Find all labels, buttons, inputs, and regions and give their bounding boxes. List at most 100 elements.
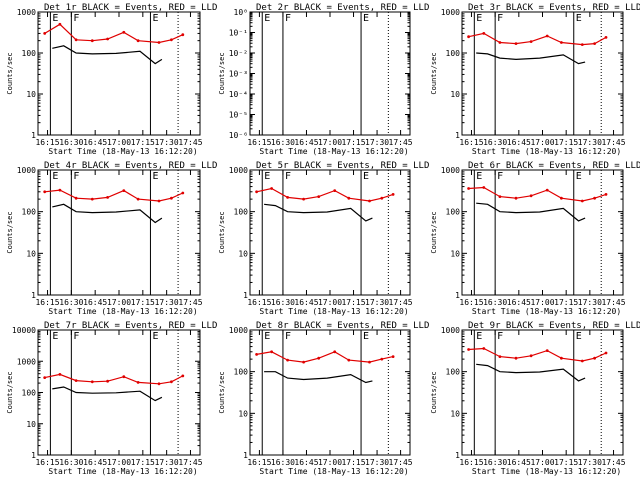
- x-tick-label: 16:15: [247, 138, 271, 147]
- x-tick-label: 16:30: [59, 138, 83, 147]
- lld-series-point: [580, 359, 584, 363]
- y-tick-label: 1000: [17, 166, 36, 175]
- x-tick-label: 16:15: [459, 138, 483, 147]
- x-axis-title: Start Time (18-May-13 16:12:20): [259, 147, 408, 156]
- x-tick-label: 17:30: [365, 458, 389, 467]
- lld-series: [44, 23, 184, 44]
- x-tick-label: 17:15: [341, 458, 365, 467]
- lld-series-point: [529, 354, 533, 358]
- y-tick-label: 10: [450, 249, 460, 258]
- event-marker-label: F: [497, 331, 503, 342]
- lld-series-point: [317, 195, 321, 199]
- x-tick-label: 17:30: [365, 298, 389, 307]
- event-marker-label: E: [363, 331, 369, 342]
- y-axis-title: Counts/sec: [430, 52, 438, 94]
- y-tick-label: 10⁻⁶: [229, 131, 248, 140]
- event-marker-label: E: [152, 13, 158, 24]
- y-tick-label: 1: [455, 451, 460, 460]
- detector-panel-3: Det 3r BLACK = Events, RED = LLD 1 10 100 10…: [430, 3, 640, 156]
- x-tick-label: 17:45: [178, 458, 202, 467]
- lld-series-point: [122, 189, 126, 193]
- lld-series-point: [255, 353, 258, 356]
- x-tick-label: 16:15: [247, 298, 271, 307]
- x-axis-title: Start Time (18-May-13 16:12:20): [472, 467, 621, 476]
- y-axis-title: Counts/sec: [6, 371, 14, 413]
- lld-series-point: [106, 37, 109, 41]
- x-tick-label: 16:15: [35, 298, 59, 307]
- lld-series-point: [529, 194, 533, 198]
- lld-series-point: [106, 379, 109, 383]
- x-tick-label: 16:15: [459, 298, 483, 307]
- y-axis-title: Counts/sec: [430, 211, 438, 253]
- y-tick-label: 1: [455, 291, 460, 300]
- lld-series-point: [498, 41, 502, 44]
- x-tick-label: 16:15: [35, 138, 59, 147]
- lld-series-point: [157, 199, 161, 203]
- x-tick-label: 17:00: [318, 458, 342, 467]
- y-tick-label: 10: [26, 420, 36, 429]
- y-tick-label: 1: [243, 451, 248, 460]
- x-tick-label: 17:30: [155, 298, 179, 307]
- lld-series-point: [170, 38, 173, 42]
- x-tick-label: 16:30: [59, 298, 83, 307]
- detector-panel-4: Det 4r BLACK = Events, RED = LLD 1 10 100 10…: [6, 161, 217, 316]
- x-tick-label: 16:30: [483, 458, 507, 467]
- lld-series-point: [333, 189, 337, 193]
- lld-series-point: [58, 373, 62, 376]
- y-tick-label: 100: [234, 208, 249, 217]
- events-series: [52, 386, 163, 402]
- lld-series-point: [467, 187, 470, 190]
- y-tick-label: 100: [22, 208, 37, 217]
- lld-series-point: [514, 42, 518, 45]
- y-tick-label: 1: [31, 451, 36, 460]
- lld-series-point: [286, 196, 289, 199]
- y-tick-label: 1000: [17, 8, 36, 17]
- x-tick-label: 17:00: [318, 298, 342, 307]
- x-tick-label: 16:30: [271, 138, 295, 147]
- event-marker-label: F: [285, 331, 291, 342]
- events-series: [476, 52, 586, 65]
- lld-series-point: [467, 348, 470, 351]
- x-tick-label: 16:30: [483, 298, 507, 307]
- y-tick-label: 1000: [229, 326, 248, 335]
- event-marker-label: E: [264, 171, 270, 182]
- lld-series-point: [43, 376, 47, 379]
- x-tick-label: 17:00: [318, 138, 342, 147]
- lld-series-point: [255, 190, 258, 194]
- y-tick-label: 100: [446, 49, 461, 58]
- events-series: [264, 371, 373, 384]
- lld-series-point: [391, 355, 395, 358]
- lld-series-point: [593, 196, 596, 200]
- lld-series-point: [498, 195, 502, 199]
- y-tick-label: 10: [450, 409, 460, 418]
- x-tick-label: 17:15: [554, 298, 578, 307]
- lld-series-point: [333, 350, 337, 354]
- lld-series-point: [545, 349, 549, 352]
- lld-series-point: [604, 193, 608, 196]
- event-marker-label: F: [497, 171, 503, 182]
- event-marker-label: E: [363, 13, 369, 24]
- y-axis-title: Counts/sec: [6, 52, 14, 94]
- x-tick-label: 16:45: [294, 138, 318, 147]
- y-axis-title: Counts/sec: [218, 371, 226, 413]
- lld-series-point: [380, 196, 384, 200]
- x-tick-label: 17:30: [155, 458, 179, 467]
- lld-series-point: [270, 187, 273, 190]
- event-marker-label: E: [264, 331, 270, 342]
- y-tick-label: 100: [234, 368, 249, 377]
- lld-series-point: [170, 380, 173, 384]
- y-tick-label: 100: [446, 368, 461, 377]
- panel-title: Det 9r BLACK = Events, RED = LLD: [468, 321, 640, 331]
- y-axis-title: Counts/sec: [6, 211, 14, 253]
- x-tick-label: 16:15: [247, 458, 271, 467]
- lld-series-point: [317, 356, 321, 360]
- lld-series-point: [136, 381, 140, 384]
- event-marker-label: E: [264, 13, 270, 24]
- lld-series-point: [593, 42, 596, 45]
- detector-panel-2: Det 2r BLACK = Events, RED = LLD 10⁻⁶ 10⁻⁵…: [218, 3, 429, 156]
- y-tick-label: 1000: [17, 357, 36, 366]
- lld-series-point: [181, 33, 185, 37]
- x-tick-label: 17:15: [131, 138, 155, 147]
- x-tick-label: 17:45: [601, 138, 625, 147]
- x-tick-label: 16:15: [459, 458, 483, 467]
